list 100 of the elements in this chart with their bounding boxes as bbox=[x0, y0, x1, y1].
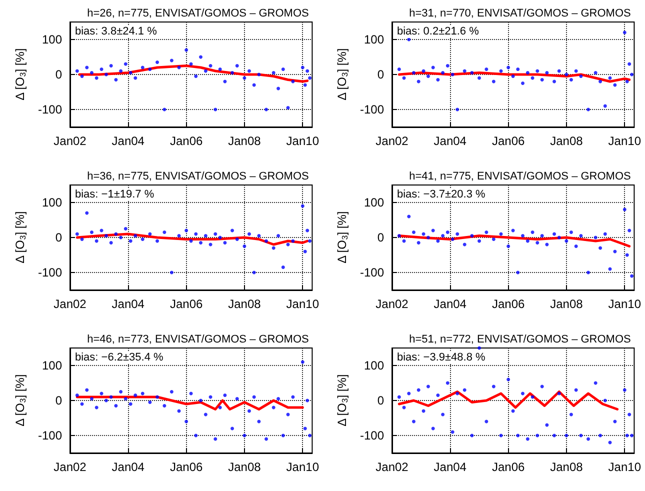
point bbox=[184, 420, 188, 424]
point bbox=[412, 71, 416, 74]
point bbox=[306, 69, 310, 73]
point bbox=[194, 74, 198, 78]
point bbox=[622, 30, 626, 34]
point bbox=[594, 381, 598, 385]
x-tick-label: Jan08 bbox=[228, 134, 262, 148]
y-axis-title: Δ [O3] [%] bbox=[13, 211, 28, 264]
point bbox=[235, 397, 239, 400]
x-tick-label: Jan10 bbox=[608, 460, 642, 474]
point bbox=[281, 68, 285, 71]
y-tick-label: 100 bbox=[42, 196, 62, 210]
point bbox=[90, 230, 94, 234]
point bbox=[276, 397, 280, 400]
point bbox=[598, 434, 602, 438]
y-tick-label: -100 bbox=[360, 102, 384, 116]
point bbox=[124, 397, 128, 400]
point bbox=[85, 211, 89, 215]
point bbox=[625, 253, 629, 257]
point bbox=[300, 66, 304, 70]
point bbox=[540, 78, 544, 82]
y-tick-label: 100 bbox=[364, 32, 384, 46]
point bbox=[75, 394, 79, 397]
point bbox=[456, 392, 460, 396]
point bbox=[450, 430, 454, 434]
point bbox=[630, 72, 634, 76]
point bbox=[397, 68, 401, 71]
x-tick-label: Jan08 bbox=[228, 460, 262, 474]
point bbox=[194, 232, 198, 236]
point bbox=[230, 228, 234, 232]
point bbox=[264, 108, 268, 112]
point bbox=[516, 270, 520, 274]
point bbox=[308, 434, 312, 438]
annotation: bias: −1±19.7 % bbox=[75, 188, 154, 200]
point bbox=[286, 106, 290, 110]
point bbox=[470, 234, 474, 238]
point bbox=[441, 71, 445, 74]
point bbox=[450, 238, 454, 241]
point bbox=[407, 214, 411, 218]
point bbox=[90, 397, 94, 400]
x-tick-label: Jan06 bbox=[170, 297, 203, 311]
point bbox=[198, 55, 202, 59]
point bbox=[264, 239, 268, 243]
point bbox=[223, 241, 227, 244]
point bbox=[140, 238, 144, 241]
y-axis-title: Δ [O3] [%] bbox=[335, 374, 350, 426]
point bbox=[603, 398, 607, 402]
point bbox=[214, 108, 218, 112]
point bbox=[104, 72, 108, 76]
point bbox=[80, 238, 84, 241]
point bbox=[170, 58, 174, 62]
y-tick-label: 100 bbox=[364, 196, 384, 210]
point bbox=[569, 412, 573, 416]
point bbox=[170, 270, 174, 274]
point bbox=[134, 394, 138, 397]
point bbox=[462, 388, 466, 392]
point bbox=[272, 406, 276, 410]
y-axis-title: Δ [O3] [%] bbox=[13, 374, 28, 426]
point bbox=[579, 234, 583, 238]
x-tick-label: Jan08 bbox=[550, 297, 584, 311]
x-tick-label: Jan02 bbox=[376, 297, 409, 311]
point bbox=[462, 242, 466, 246]
point bbox=[242, 244, 246, 248]
point bbox=[416, 388, 420, 392]
point bbox=[247, 409, 251, 413]
point bbox=[446, 64, 450, 68]
point bbox=[156, 395, 160, 399]
chart-title: h=46, n=773, ENVISAT/GOMOS – GROMOS bbox=[87, 334, 309, 346]
x-tick-label: Jan10 bbox=[608, 134, 642, 148]
point bbox=[272, 71, 276, 74]
point bbox=[516, 434, 520, 438]
point bbox=[557, 69, 561, 73]
y-tick-label: 100 bbox=[364, 358, 384, 372]
x-tick-label: Jan10 bbox=[286, 297, 320, 311]
point bbox=[557, 392, 561, 396]
point bbox=[204, 234, 208, 238]
point bbox=[407, 38, 411, 42]
point bbox=[594, 71, 598, 74]
point bbox=[194, 434, 198, 438]
point bbox=[412, 420, 416, 424]
point bbox=[75, 232, 79, 236]
point bbox=[552, 80, 556, 84]
point bbox=[397, 234, 401, 238]
point bbox=[281, 434, 285, 438]
point bbox=[104, 398, 108, 402]
point bbox=[306, 398, 310, 402]
point bbox=[416, 241, 420, 244]
point bbox=[506, 378, 510, 382]
point bbox=[536, 434, 540, 438]
chart-title: h=51, n=772, ENVISAT/GOMOS – GROMOS bbox=[409, 334, 631, 346]
point bbox=[484, 230, 488, 234]
point bbox=[436, 78, 440, 82]
point bbox=[75, 69, 79, 73]
x-tick-label: Jan10 bbox=[608, 297, 642, 311]
x-tick-label: Jan10 bbox=[286, 460, 320, 474]
point bbox=[520, 392, 524, 396]
point bbox=[470, 71, 474, 74]
point bbox=[230, 426, 234, 430]
x-tick-label: Jan08 bbox=[550, 134, 584, 148]
point bbox=[235, 64, 239, 68]
